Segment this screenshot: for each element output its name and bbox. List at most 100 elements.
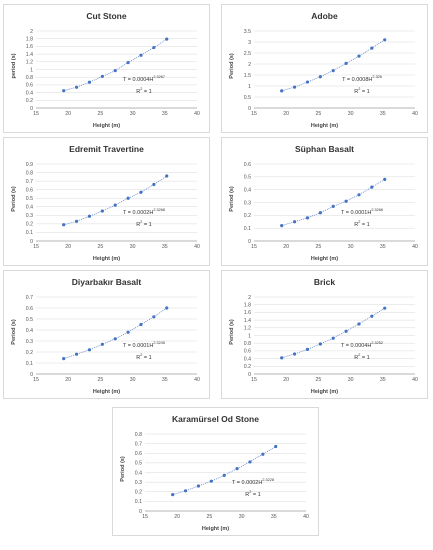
y-tick-label: 0 — [248, 239, 251, 245]
x-tick-label: 15 — [251, 244, 257, 250]
data-point — [139, 53, 143, 57]
y-tick-label: 0.3 — [26, 339, 33, 345]
y-tick-label: 2 — [248, 295, 251, 301]
x-tick-label: 35 — [162, 111, 168, 117]
data-point — [305, 216, 310, 220]
x-tick-label: 35 — [162, 377, 168, 383]
y-tick-label: 0.3 — [244, 200, 251, 206]
chart-plot: 0 0.1 0.2 0.3 0.4 0.5 0.6 0.7 0.8 0.9 15 20 25 30 35 40 — [26, 162, 200, 250]
y-tick-label: 0.6 — [244, 162, 251, 168]
data-point — [305, 80, 310, 84]
data-point — [209, 479, 213, 483]
x-tick-label: 15 — [33, 111, 39, 117]
data-point — [165, 174, 169, 178]
y-tick-label: 0.2 — [26, 222, 33, 228]
y-tick-label: 0.2 — [26, 98, 33, 104]
data-point — [113, 203, 117, 207]
data-point — [261, 452, 265, 456]
data-point — [318, 211, 322, 215]
data-point — [344, 61, 348, 65]
data-point — [100, 342, 104, 346]
x-tick-label: 20 — [174, 514, 180, 520]
x-tick-label: 40 — [412, 377, 418, 383]
data-point — [344, 329, 348, 333]
chart-plot: 0 0.2 0.40.6 0.8 11.2 1.4 1.61.8 2 15 20 25 30 35 40 — [244, 295, 418, 383]
y-tick-label: 0.1 — [244, 226, 251, 232]
y-tick-label: 0 — [30, 106, 33, 112]
x-tick-label: 20 — [65, 377, 71, 383]
chart-plot: 0 0.2 0.40.6 0.8 11.2 1.4 1.61.8 2 15 20 25 30 35 40 — [26, 29, 200, 117]
data-point — [292, 85, 297, 89]
chart-panel: 0 0.1 0.2 0.3 0.4 0.5 0.6 0.7 15 20 25 30 35 40 Diyarb… — [3, 270, 210, 399]
y-axis-label: Period (s) — [11, 319, 17, 345]
chart-plot: 0 0.1 0.2 0.3 0.4 0.5 0.6 15 20 25 30 35 40 — [244, 162, 418, 250]
y-tick-label: 0.5 — [135, 461, 142, 467]
chart-panel: 0 0.1 0.2 0.3 0.4 0.5 0.6 15 20 25 30 35 40 Süphan Ba… — [221, 137, 428, 266]
chart-title: Diyarbakır Basalt — [71, 277, 142, 287]
x-tick-label: 35 — [271, 514, 277, 520]
data-point — [62, 223, 66, 227]
trend-equation: T = 0.0004H2.3252 R2 = 1 — [341, 341, 383, 361]
x-tick-label: 15 — [142, 514, 148, 520]
y-tick-label: 0.8 — [135, 432, 142, 438]
x-tick-label: 40 — [412, 111, 418, 117]
trend-equation: T = 0.0001H2.3245 R2 = 1 — [123, 341, 165, 361]
x-tick-label: 30 — [130, 377, 136, 383]
data-point — [318, 75, 322, 79]
x-tick-label: 25 — [98, 244, 104, 250]
chart-panel: 0 0.5 1 1.5 2 2.5 3 3.5 15 20 25 30 35 40 Adobe Period … — [221, 4, 428, 133]
trend-equation: T = 0.0001H2.3266 R2 = 1 — [341, 208, 383, 228]
data-point — [357, 54, 361, 58]
y-tick-label: 1.4 — [26, 52, 33, 58]
x-axis-label: Height (m) — [92, 389, 121, 395]
y-tick-label: 0.6 — [26, 83, 33, 89]
x-tick-label: 30 — [130, 111, 136, 117]
data-point — [274, 444, 278, 449]
x-tick-label: 35 — [380, 111, 386, 117]
x-tick-label: 20 — [283, 111, 289, 117]
y-tick-label: 1 — [30, 67, 33, 73]
x-tick-label: 30 — [348, 111, 354, 117]
y-tick-label: 0.6 — [244, 349, 251, 355]
y-tick-label: 0.4 — [244, 187, 251, 193]
y-tick-label: 0.8 — [244, 341, 251, 347]
x-tick-label: 30 — [348, 377, 354, 383]
x-axis-label: Height (m) — [310, 389, 339, 395]
data-point — [100, 74, 104, 79]
chart-panel: 0 0.1 0.2 0.3 0.4 0.5 0.6 0.7 0.8 15 20 25 30 35 40 Kar… — [112, 407, 319, 536]
x-tick-label: 35 — [380, 377, 386, 383]
data-point — [305, 347, 310, 351]
x-axis-label: Height (m) — [201, 526, 230, 532]
y-tick-label: 0 — [30, 239, 33, 245]
y-tick-label: 2.5 — [244, 51, 251, 57]
chart-title: Cut Stone — [86, 11, 127, 21]
y-axis-label: Period (s) — [11, 186, 17, 212]
x-tick-label: 15 — [251, 111, 257, 117]
y-tick-label: 0.2 — [244, 213, 251, 219]
trendline — [63, 307, 167, 359]
data-point — [139, 322, 143, 327]
data-point — [126, 330, 130, 334]
y-tick-label: 0.3 — [26, 213, 33, 219]
data-point — [87, 348, 92, 352]
y-axis-label: Period (s) — [229, 186, 235, 212]
y-tick-label: 0.1 — [26, 361, 33, 367]
y-axis-label: Period (s) — [229, 319, 235, 345]
data-point — [280, 89, 284, 93]
y-tick-label: 0.2 — [26, 350, 33, 356]
trendline — [281, 307, 385, 359]
data-point — [292, 352, 297, 356]
data-point — [292, 220, 297, 224]
y-tick-label: 0 — [248, 106, 251, 112]
y-tick-label: 0.4 — [135, 470, 142, 476]
y-tick-label: 0.1 — [135, 499, 142, 505]
y-tick-label: 0.7 — [26, 179, 33, 185]
y-tick-label: 0.5 — [26, 317, 33, 323]
data-point — [74, 352, 79, 356]
y-tick-label: 2 — [248, 62, 251, 68]
data-point — [139, 190, 143, 194]
y-tick-label: 0.5 — [244, 175, 251, 181]
data-point — [152, 182, 156, 187]
data-point — [370, 46, 374, 50]
y-tick-label: 1.8 — [244, 303, 251, 309]
